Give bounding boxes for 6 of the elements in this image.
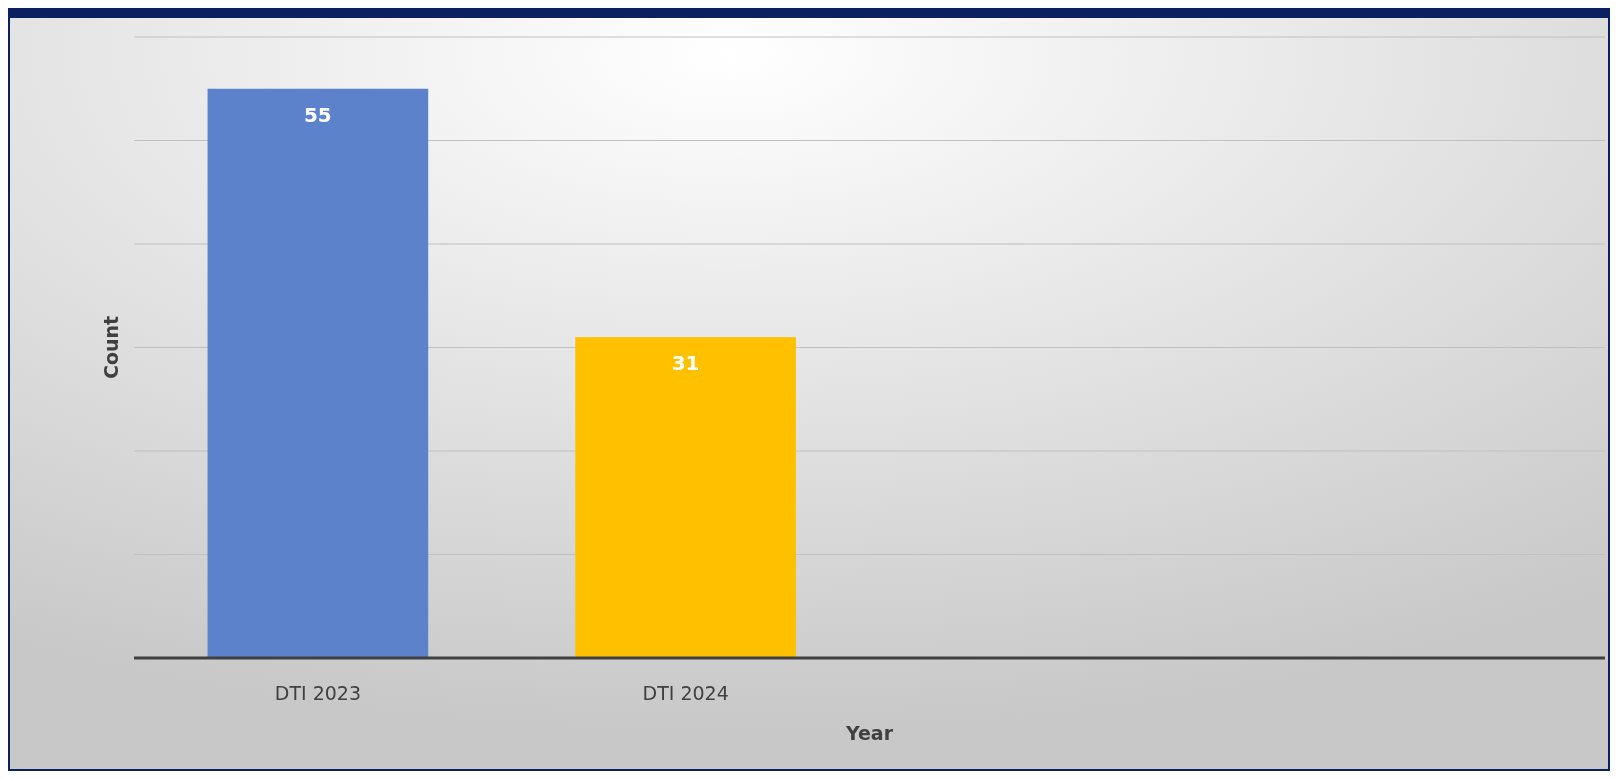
data-label: 55: [303, 102, 332, 127]
x-tick-label: DTI 2024: [642, 682, 729, 704]
data-label: 31: [671, 351, 700, 376]
x-axis-title: Year: [844, 722, 894, 744]
x-tick-label: DTI 2023: [274, 682, 361, 704]
y-axis-title: Count: [100, 315, 122, 380]
